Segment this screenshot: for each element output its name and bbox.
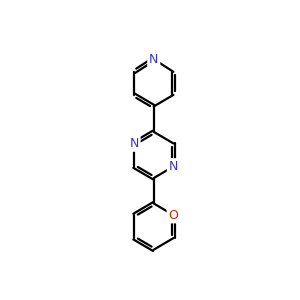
Text: N: N: [149, 52, 158, 66]
Text: N: N: [169, 160, 178, 173]
Text: N: N: [129, 137, 139, 150]
Text: O: O: [168, 208, 178, 221]
